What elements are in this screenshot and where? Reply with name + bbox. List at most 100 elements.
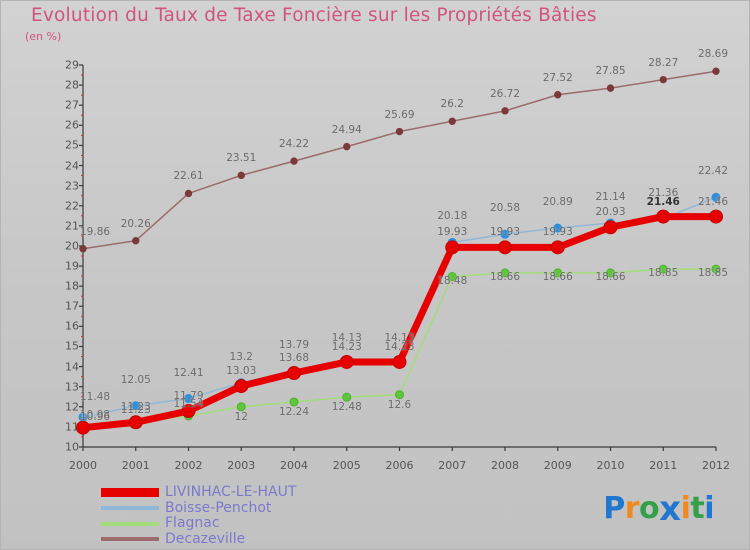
data-point-label: 19.93 — [489, 226, 521, 239]
x-axis-tick-label: 2003 — [227, 459, 256, 472]
data-point-label: 12.05 — [120, 373, 151, 386]
legend-color-swatch — [101, 537, 159, 542]
data-point-label: 11.48 — [79, 391, 111, 404]
data-point-label: 26.2 — [440, 98, 464, 111]
data-point-label: 27.52 — [542, 71, 573, 84]
data-point-label: 13.68 — [278, 352, 310, 364]
logo-letter-r: r — [624, 491, 640, 526]
y-axis-tick-label: 13 — [65, 380, 79, 394]
y-axis-tick-label: 16 — [65, 319, 79, 333]
data-point-label: 26.72 — [489, 87, 521, 100]
data-point-label: 24.22 — [278, 138, 310, 151]
data-point-label: 10.96 — [79, 410, 111, 423]
y-axis-tick-label: 29 — [65, 58, 79, 72]
logo-letter-x: x — [659, 489, 681, 529]
series-livinhac-le-haut — [76, 209, 723, 435]
y-axis-tick-label: 15 — [65, 339, 79, 353]
legend-color-swatch — [101, 488, 159, 498]
data-point-label: 19.93 — [437, 226, 468, 239]
legend-item[interactable]: Flagnac — [101, 516, 296, 532]
page-title: Evolution du Taux de Taxe Foncière sur l… — [31, 5, 597, 26]
data-point-label: 25.69 — [384, 108, 415, 121]
y-axis-tick-label: 27 — [65, 98, 79, 112]
legend-label: Flagnac — [165, 515, 220, 532]
legend-color-swatch — [101, 521, 159, 526]
x-axis-tick-label: 2007 — [438, 459, 467, 472]
data-point-label: 13.03 — [226, 365, 257, 378]
proxiti-logo: Proxiti — [603, 487, 714, 529]
data-point-label: 14.23 — [384, 340, 415, 353]
data-point-label: 14.13 — [331, 331, 362, 344]
data-point-label: 20.89 — [542, 196, 573, 209]
data-point-label: 12.6 — [387, 398, 412, 411]
y-axis-tick-label: 18 — [65, 279, 79, 293]
data-point-label: 24.94 — [331, 123, 362, 136]
chart-plot-area: 10 11 12 13 14 15 16 17 18 19 20 21 22 23 24 25 26 27 28 29… — [61, 48, 730, 472]
legend-item[interactable]: Decazeville — [101, 530, 296, 548]
data-point-label: 19.93 — [542, 226, 573, 239]
x-axis-tick-label: 2008 — [491, 459, 519, 472]
data-point-label: 21.46 — [697, 195, 729, 208]
logo-letter-p: P — [603, 491, 625, 526]
x-axis-tick-label: 2002 — [174, 459, 203, 472]
x-axis-tick-label: 2010 — [596, 459, 625, 472]
legend-label: Decazeville — [165, 530, 246, 547]
data-point-label: 20.93 — [595, 206, 626, 219]
data-point-label: 21.36 — [648, 186, 679, 199]
legend-item[interactable]: Boisse-Penchot — [101, 499, 296, 517]
chart-legend: LIVINHAC-LE-HAUT Boisse-Penchot Flagnac Dec… — [101, 485, 296, 547]
data-point-label: 28.27 — [648, 56, 679, 69]
data-point-label: 18.85 — [697, 267, 729, 280]
data-point-label: 21.14 — [595, 191, 626, 204]
axis-unit-label: (en %) — [25, 30, 62, 43]
y-axis-tick-label: 22 — [65, 199, 79, 213]
data-point-label: 18.66 — [489, 270, 521, 283]
x-axis-tick-label: 2001 — [121, 459, 150, 472]
footer-divider — [1, 543, 749, 549]
data-point-label: 11.23 — [120, 404, 151, 417]
data-point-label: 12.24 — [278, 405, 310, 418]
data-point-label: 19.86 — [79, 225, 111, 238]
y-axis-tick-label: 12 — [65, 400, 79, 414]
legend-label: LIVINHAC-LE-HAUT — [165, 484, 297, 501]
y-axis-tick-label: 24 — [65, 159, 79, 173]
data-point-label: 23.51 — [226, 152, 257, 165]
logo-letter-i2: i — [704, 491, 714, 526]
data-point-label: 11.23 — [120, 401, 151, 414]
series-decazeville — [79, 67, 720, 253]
data-point-label: 18.48 — [437, 274, 468, 287]
y-axis-tick-label: 17 — [65, 299, 79, 313]
data-point-label: 21.46 — [646, 195, 680, 208]
data-point-label: 20.58 — [489, 202, 521, 215]
legend-label: Boisse-Penchot — [165, 499, 272, 516]
data-point-label: 18.66 — [595, 270, 626, 283]
chart-canvas — [76, 64, 723, 451]
data-point-label: 22.42 — [697, 165, 729, 178]
data-point-label: 11.79 — [173, 390, 204, 402]
data-point-label: 28.69 — [697, 48, 729, 61]
data-point-label: 13.79 — [278, 338, 310, 351]
data-point-label: 20.26 — [120, 217, 151, 230]
y-axis-tick-label: 20 — [65, 239, 79, 253]
x-axis-tick-label: 2006 — [385, 459, 414, 472]
y-axis-tick-label: 19 — [65, 259, 79, 273]
data-point-label: 20.18 — [437, 210, 468, 223]
x-axis-tick-label: 2009 — [543, 459, 572, 472]
legend-color-swatch — [101, 506, 159, 511]
legend-item[interactable]: LIVINHAC-LE-HAUT — [101, 485, 296, 501]
y-axis-tick-label: 21 — [65, 219, 79, 233]
data-point-label: 27.85 — [595, 65, 626, 78]
x-axis-tick-label: 2000 — [69, 459, 97, 472]
data-point-label: 14.23 — [331, 340, 362, 353]
logo-letter-i1: i — [680, 491, 691, 526]
y-axis-tick-label: 23 — [65, 179, 79, 193]
data-point-label: 11.54 — [173, 398, 204, 411]
logo-letter-o: o — [639, 491, 660, 526]
y-axis-tick-label: 14 — [65, 360, 79, 374]
data-point-label: 12.41 — [173, 366, 204, 379]
data-point-label: 13.2 — [229, 350, 253, 363]
x-axis-tick-label: 2004 — [280, 459, 308, 472]
data-point-label: 10.98 — [79, 409, 111, 422]
data-point-label: 18.66 — [542, 270, 573, 283]
